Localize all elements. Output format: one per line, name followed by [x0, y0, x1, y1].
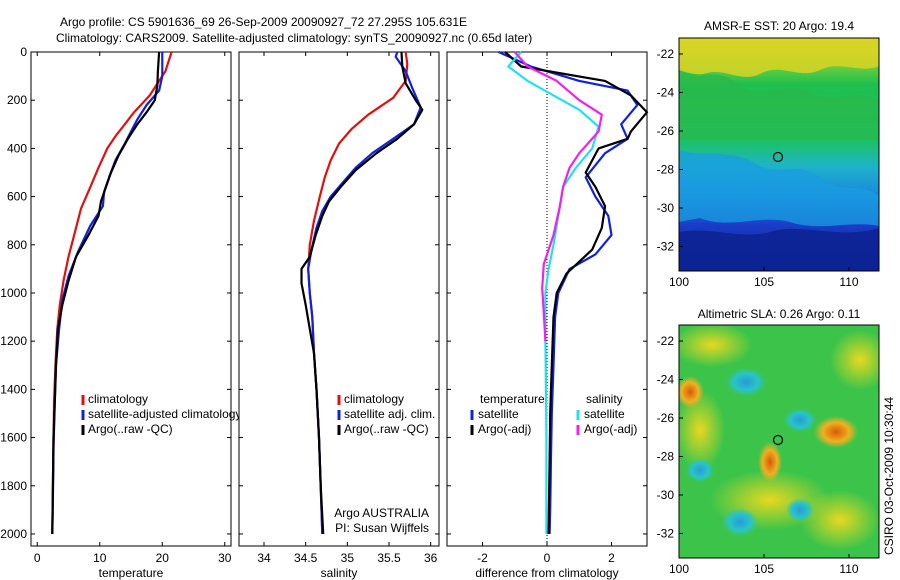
y-tick-label: 400	[7, 141, 27, 155]
legend-label: climatology	[88, 392, 148, 406]
sla-cold-2	[784, 408, 816, 432]
series-line	[513, 51, 603, 342]
temperature-profile: 0 200 400 600 800 1000 1200 1400 1600 1800 2000 0 10…	[0, 45, 241, 580]
x-tick-label: 2	[608, 551, 615, 565]
legend-label: satellite adj. clim.	[344, 407, 435, 421]
salinity-profile: 34 34.5 35 35.5 36 salinity climatologysatelli…	[238, 51, 440, 580]
x-tick-label: 10	[93, 551, 107, 565]
y-tick-label: 200	[7, 93, 27, 107]
y-tick-label: 600	[7, 190, 27, 204]
x-tick-label: 35	[341, 551, 355, 565]
sla-yellow-2	[830, 330, 879, 390]
sla-map: Altimetric SLA: 0.26 Argo: 0.11 100 105 11…	[657, 307, 880, 576]
map-y-tick-label: -28	[657, 450, 675, 464]
x-tick-label: 34	[257, 551, 271, 565]
sla-hot-2	[758, 442, 782, 482]
series-line	[504, 51, 649, 535]
sla-yellow-1	[679, 325, 752, 367]
sla-map-frame	[678, 324, 880, 559]
legend-label: climatology	[344, 392, 404, 406]
map-x-tick-label: 110	[839, 562, 858, 576]
sst-map-ticks: 100 105 110 -22 -24 -26 -28 -30 -32	[657, 47, 859, 289]
sst-map-frame	[678, 37, 880, 272]
temperature-profile-xlabel: temperature	[99, 566, 164, 580]
sst-deep-blue	[679, 228, 879, 271]
sst-map-title: AMSR-E SST: 20 Argo: 19.4	[704, 19, 854, 33]
sst-green-patch	[679, 70, 879, 140]
y-tick-label: 1000	[0, 286, 27, 300]
sla-map-title: Altimetric SLA: 0.26 Argo: 0.11	[698, 307, 861, 321]
x-tick-label: 20	[156, 551, 170, 565]
sst-warm-patch	[679, 38, 879, 77]
map-y-tick-label: -28	[657, 163, 675, 177]
sla-argo-marker	[772, 434, 784, 446]
legend-label: Argo(..raw -QC)	[88, 422, 173, 436]
map-y-tick-label: -22	[657, 334, 675, 348]
map-y-tick-label: -26	[657, 124, 675, 138]
sla-cold-5	[686, 458, 714, 482]
y-tick-label: 1600	[0, 431, 27, 445]
x-tick-label: 34.5	[294, 551, 318, 565]
map-y-tick-label: -32	[657, 240, 675, 254]
map-x-tick-label: 100	[669, 562, 689, 576]
sla-hot-1	[814, 416, 858, 448]
sla-yellow-5	[800, 490, 879, 550]
x-tick-label: 35.5	[377, 551, 401, 565]
map-y-tick-label: -26	[657, 411, 675, 425]
legend-label: temperature	[480, 392, 545, 406]
x-tick-label: 30	[218, 551, 232, 565]
map-y-tick-label: -24	[657, 373, 675, 387]
map-y-tick-label: -30	[657, 488, 675, 502]
legend-label: salinity	[586, 392, 623, 406]
credit-stamp: CSIRO 03-Oct-2009 10:30:44	[882, 397, 896, 555]
y-tick-label: 800	[7, 238, 27, 252]
map-y-tick-label: -30	[657, 201, 675, 215]
y-tick-label: 2000	[0, 527, 27, 541]
series-line	[51, 51, 161, 535]
sla-cold-1	[726, 368, 766, 396]
legend-label: satellite	[584, 407, 625, 421]
y-tick-label: 1400	[0, 382, 27, 396]
legend-label: satellite-adjusted climatology	[88, 407, 241, 421]
x-tick-label: 0	[34, 551, 41, 565]
map-x-tick-label: 105	[754, 275, 774, 289]
map-x-tick-label: 100	[669, 275, 689, 289]
y-tick-label: 1800	[0, 479, 27, 493]
y-tick-label: 1200	[0, 334, 27, 348]
sla-cold-4	[786, 498, 814, 522]
map-y-tick-label: -24	[657, 86, 675, 100]
legend-label: Argo(..raw -QC)	[344, 422, 429, 436]
x-tick-label: 0	[544, 551, 551, 565]
map-x-tick-label: 105	[754, 562, 774, 576]
figure-title-line1: Argo profile: CS 5901636_69 26-Sep-2009 …	[60, 15, 467, 29]
sla-cold-3	[722, 508, 758, 536]
sla-hot-3	[679, 376, 704, 408]
figure-title-line2: Climatology: CARS2009. Satellite-adjuste…	[56, 31, 532, 45]
sst-cyan-tongue	[679, 150, 879, 227]
legend-label: satellite	[478, 407, 519, 421]
map-x-tick-label: 110	[839, 275, 858, 289]
x-tick-label: -2	[477, 551, 488, 565]
x-tick-label: 36	[424, 551, 438, 565]
float-annotation: PI: Susan Wijffels	[335, 521, 429, 535]
sst-map: AMSR-E SST: 20 Argo: 19.4 100 105 110 -22 -2…	[657, 19, 880, 289]
series-line	[300, 51, 424, 535]
y-tick-label: 0	[20, 45, 27, 59]
sla-yellow-4	[679, 390, 725, 470]
difference-profile-xlabel: difference from climatology	[475, 566, 618, 580]
salinity-profile-frame	[238, 51, 440, 547]
legend-label: Argo(-adj)	[478, 422, 531, 436]
salinity-profile-xlabel: salinity	[321, 566, 358, 580]
map-y-tick-label: -32	[657, 527, 675, 541]
legend-label: Argo(-adj)	[584, 422, 637, 436]
sla-map-ticks: 100 105 110 -22 -24 -26 -28 -30 -32	[657, 334, 859, 576]
float-annotation: Argo AUSTRALIA	[334, 506, 429, 520]
sst-argo-marker	[772, 151, 784, 163]
map-y-tick-label: -22	[657, 47, 675, 61]
